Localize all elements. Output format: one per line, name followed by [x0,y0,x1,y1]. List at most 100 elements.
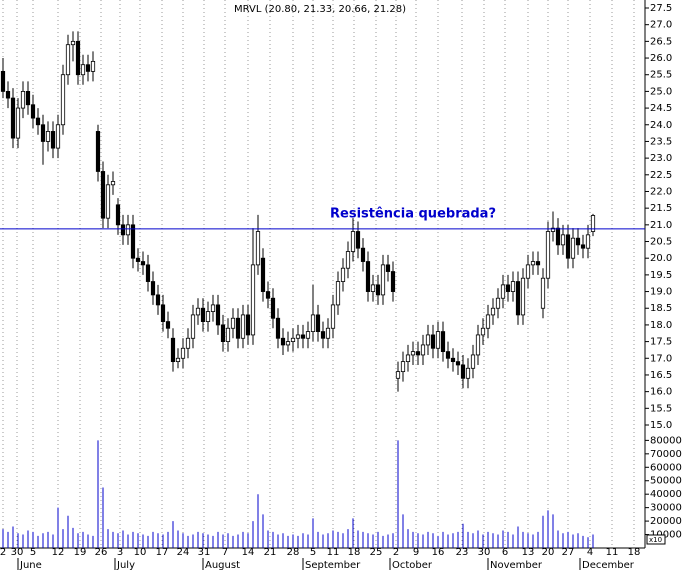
candle-body [495,297,501,309]
candle-body [425,334,431,346]
volume-tick-label: 40000 [650,489,682,500]
y-tick-label: 24.5 [650,103,672,114]
candle-body [5,91,11,99]
volume-tick-label: 10000 [650,530,682,541]
x-tick-label: 5 [30,547,36,558]
candle-body [430,334,436,349]
candle-body [520,277,526,316]
x-tick-label: 28 [287,547,300,558]
candle-body [100,171,106,219]
candle-body [590,215,596,232]
candle-body [185,337,191,349]
candle-body [125,224,131,236]
y-tick-label: 23.0 [650,153,672,164]
candle-body [420,344,426,356]
y-tick-label: 25.0 [650,86,672,97]
candle-body [55,124,61,149]
candle-body [500,284,506,299]
candle-body [195,307,201,316]
y-tick-label: 26.0 [650,53,672,64]
x-tick-label: 6 [502,547,508,558]
candle-body [190,314,196,339]
y-tick-label: 27.5 [650,3,672,14]
candle-body [370,284,376,292]
candle-body [460,364,466,379]
candle-body [180,347,186,359]
candle-body [110,181,116,186]
x-tick-label: 2 [393,547,399,558]
candle-body [380,264,386,296]
candle-body [305,331,311,339]
x-tick-label: 4 [587,547,593,558]
x-tick-label: 11 [606,547,619,558]
candle-body [265,291,271,299]
candle-body [270,297,276,319]
x-tick-label: 13 [522,547,535,558]
candle-body [25,91,31,106]
volume-tick-label: 60000 [650,462,682,473]
x-tick-label: 25 [370,547,383,558]
x-tick-label: 26 [95,547,108,558]
y-tick-label: 20.5 [650,237,672,248]
candle-body [350,231,356,252]
x-tick-label: 12 [52,547,65,558]
candle-body [540,277,546,309]
x-tick-label: 18 [628,547,641,558]
y-tick-label: 26.5 [650,36,672,47]
month-label: July [116,560,135,570]
x-tick-label: 9 [413,547,419,558]
candle-body [290,337,296,342]
volume-tick-label: 50000 [650,476,682,487]
candle-body [155,294,161,306]
candle-body [355,231,361,249]
x-tick-label: 16 [432,547,445,558]
volume-tick-label: 20000 [650,516,682,527]
candle-body [85,64,91,72]
candle-body [325,327,331,339]
candle-body [440,331,446,353]
month-label: September [305,560,361,570]
month-label: June [19,560,42,570]
candle-body [310,314,316,332]
candle-body [455,361,461,366]
candle-body [175,357,181,363]
candle-body [245,314,251,336]
candle-body [405,354,411,363]
candle-body [365,261,371,292]
y-tick-label: 20.0 [650,253,672,264]
candle-body [400,361,406,373]
month-label: October [392,560,433,570]
x-tick-label: 2 [0,547,6,558]
candle-body [580,244,586,249]
y-tick-label: 17.5 [650,337,672,348]
y-tick-label: 17.0 [650,353,672,364]
candle-body [120,224,126,236]
candle-body [415,351,421,356]
candle-body [15,107,21,139]
x-tick-label: 18 [348,547,361,558]
candle-body [555,227,561,246]
candle-body [565,234,571,259]
candle-body [575,237,581,246]
candle-body [160,304,166,322]
x-tick-label: 23 [456,547,469,558]
x-tick-label: 30 [478,547,491,558]
candle-body [505,284,511,292]
x-tick-label: 11 [327,547,340,558]
x-tick-label: 10 [134,547,147,558]
candle-body [315,314,321,332]
candle-body [585,234,591,249]
y-tick-label: 19.0 [650,287,672,298]
volume-tick-label: 30000 [650,503,682,514]
candle-body [525,264,531,279]
candle-body [10,97,16,139]
candle-body [205,311,211,322]
candle-body [385,264,391,272]
volume-unit-label: x10 [649,536,662,544]
candle-body [485,314,491,329]
candle-body [60,74,66,126]
candle-body [510,281,516,292]
candle-body [90,60,96,72]
candle-body [295,334,301,339]
